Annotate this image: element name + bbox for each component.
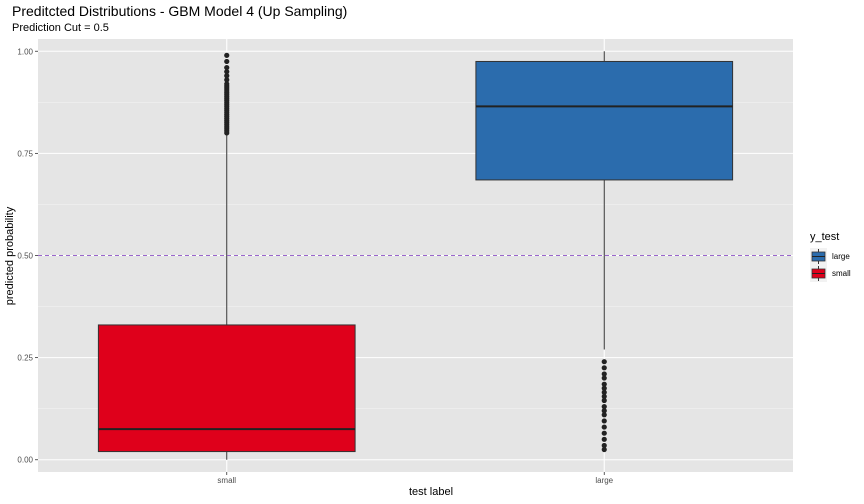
outlier-point	[224, 58, 230, 65]
outlier-point	[601, 393, 607, 400]
outlier-point	[601, 408, 607, 414]
outlier-point	[224, 64, 230, 71]
y-tick-label: 0.00	[17, 456, 33, 465]
legend: y_test large small	[810, 231, 851, 282]
outlier-point	[224, 77, 230, 83]
boxplots	[97, 51, 734, 460]
y-tick-label: 0.50	[17, 252, 33, 261]
boxplot-large	[475, 51, 734, 453]
boxplot-small	[97, 52, 356, 460]
outlier-point	[601, 404, 607, 410]
legend-title: y_test	[810, 231, 839, 243]
box-small	[97, 324, 356, 453]
outlier-point	[601, 365, 607, 371]
outlier-point	[224, 69, 230, 75]
outlier-point	[601, 381, 607, 387]
x-tick-label: small	[217, 476, 236, 485]
y-tick-label: 1.00	[17, 47, 33, 56]
outlier-point	[224, 81, 230, 87]
outlier-point	[224, 52, 230, 58]
y-tick-label: 0.75	[17, 149, 33, 158]
outlier-point	[601, 442, 607, 449]
outlier-point	[601, 375, 607, 381]
outlier-point	[601, 371, 607, 377]
legend-item-small: small	[810, 265, 851, 282]
y-axis-label: predicted probability	[4, 206, 16, 305]
legend-label: small	[832, 269, 851, 278]
chart-title: Preditcted Distributions - GBM Model 4 (…	[12, 3, 347, 19]
outlier-point	[601, 389, 607, 395]
y-tick-label: 0.25	[17, 354, 33, 363]
outlier-point	[601, 446, 607, 453]
x-tick-labels: small large	[217, 472, 614, 485]
outlier-point	[601, 430, 607, 436]
outlier-point	[601, 397, 607, 404]
outlier-point	[601, 412, 607, 418]
outlier-point	[601, 418, 607, 424]
chart-subtitle: Prediction Cut = 0.5	[12, 22, 109, 34]
outlier-point	[601, 424, 607, 430]
outlier-point	[601, 436, 607, 442]
outlier-point	[601, 359, 607, 365]
legend-item-large: large	[810, 248, 850, 265]
outlier-point	[224, 73, 230, 79]
x-tick-label: large	[595, 476, 613, 485]
outlier-point	[601, 385, 607, 391]
box-large	[475, 60, 734, 181]
x-axis-label: test label	[409, 486, 453, 498]
y-tick-labels: 0.00 0.25 0.50 0.75 1.00	[17, 47, 38, 465]
legend-label: large	[832, 252, 850, 261]
